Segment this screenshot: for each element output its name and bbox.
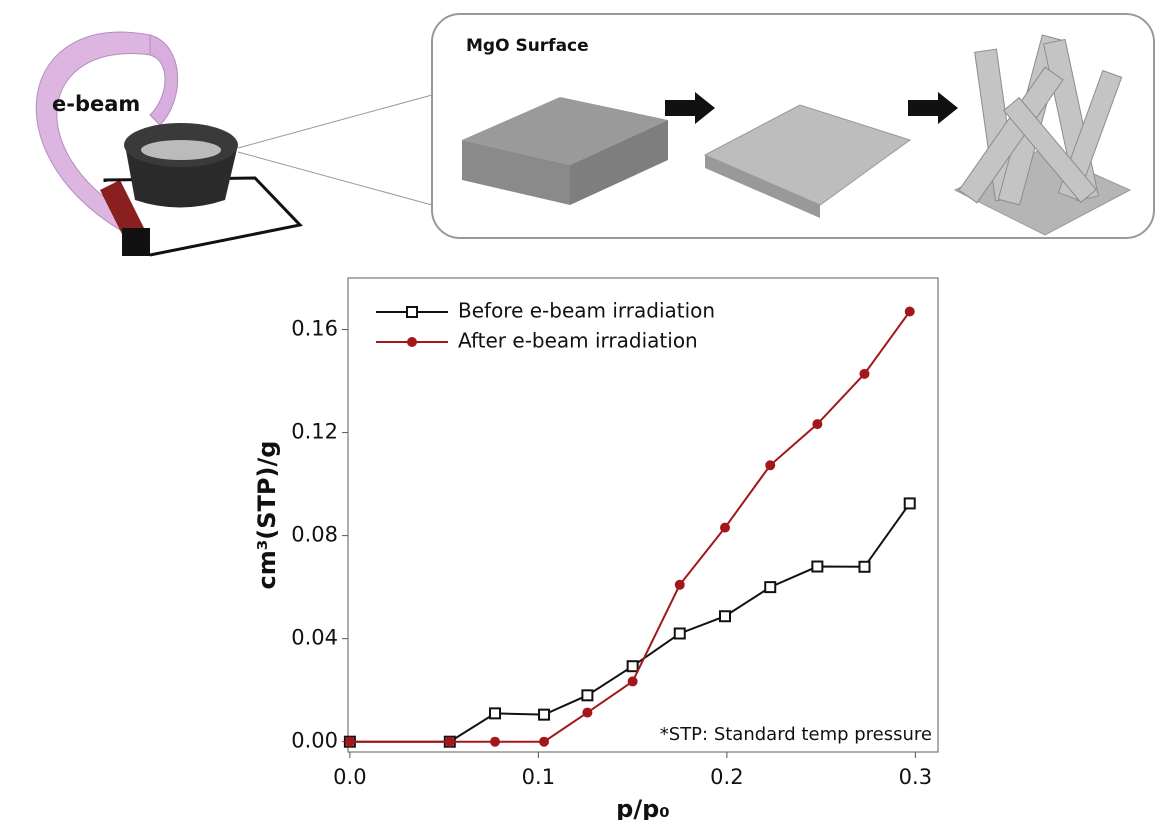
data-point bbox=[674, 579, 685, 590]
x-tick-label: 0.1 bbox=[522, 765, 555, 789]
data-point bbox=[719, 522, 730, 533]
x-axis-label: p/p₀ bbox=[616, 795, 670, 820]
x-tick-label: 0.0 bbox=[333, 765, 366, 789]
data-point bbox=[718, 610, 731, 623]
legend-label: After e-beam irradiation bbox=[458, 329, 698, 353]
data-point bbox=[444, 736, 455, 747]
data-point bbox=[538, 708, 551, 721]
beam-label: e-beam bbox=[52, 92, 140, 116]
data-point bbox=[765, 460, 776, 471]
y-tick-label: 0.16 bbox=[291, 317, 338, 341]
x-tick-label: 0.2 bbox=[710, 765, 743, 789]
ebeam-setup: e-beam bbox=[35, 31, 433, 257]
y-tick-label: 0.12 bbox=[291, 420, 338, 444]
y-tick-label: 0.08 bbox=[291, 523, 338, 547]
legend-marker bbox=[407, 337, 417, 347]
rough-surface bbox=[703, 104, 912, 206]
data-point bbox=[904, 306, 915, 317]
data-point bbox=[812, 419, 823, 430]
data-point bbox=[764, 581, 777, 594]
data-point bbox=[859, 368, 870, 379]
surface-stages bbox=[462, 34, 1132, 236]
data-point bbox=[903, 497, 916, 510]
data-point bbox=[673, 627, 686, 640]
legend-marker bbox=[406, 306, 418, 318]
y-axis-label: cm³(STP)/g bbox=[253, 441, 281, 590]
annotation: *STP: Standard temp pressure bbox=[660, 724, 932, 745]
legend-label: Before e-beam irradiation bbox=[458, 299, 715, 323]
rods bbox=[958, 34, 1123, 206]
data-point bbox=[626, 660, 639, 673]
frame bbox=[103, 176, 303, 257]
data-point bbox=[811, 560, 824, 573]
beam-ring bbox=[35, 31, 151, 231]
gun-base bbox=[122, 228, 150, 256]
arrow bbox=[665, 92, 715, 124]
block-side bbox=[462, 140, 570, 205]
x-tick-label: 0.3 bbox=[899, 765, 932, 789]
data-point bbox=[627, 676, 638, 687]
series-line bbox=[349, 310, 911, 743]
callout-line bbox=[237, 151, 433, 206]
chart: 0.0 0.1 0.2 0.3 0.00 0.04 0.08 0.12 0.16 p/p₀ cm³(… bbox=[253, 277, 939, 820]
data-point bbox=[858, 560, 871, 573]
pellets bbox=[141, 140, 221, 160]
data-point bbox=[582, 707, 593, 718]
series-line bbox=[349, 502, 911, 743]
beam-ring-end bbox=[149, 34, 179, 126]
block-top bbox=[462, 97, 668, 165]
y-tick-label: 0.00 bbox=[291, 729, 338, 753]
plot-frame bbox=[347, 277, 939, 753]
data-point bbox=[490, 736, 501, 747]
surface-label: MgO Surface bbox=[466, 36, 589, 56]
data-point bbox=[581, 689, 594, 702]
y-tick-label: 0.04 bbox=[291, 626, 338, 650]
data-point bbox=[489, 707, 502, 720]
block-side bbox=[570, 120, 668, 205]
arrow bbox=[908, 92, 958, 124]
callout-line bbox=[237, 94, 433, 149]
data-point bbox=[539, 736, 550, 747]
data-point bbox=[344, 736, 355, 747]
rough-side bbox=[705, 155, 820, 218]
